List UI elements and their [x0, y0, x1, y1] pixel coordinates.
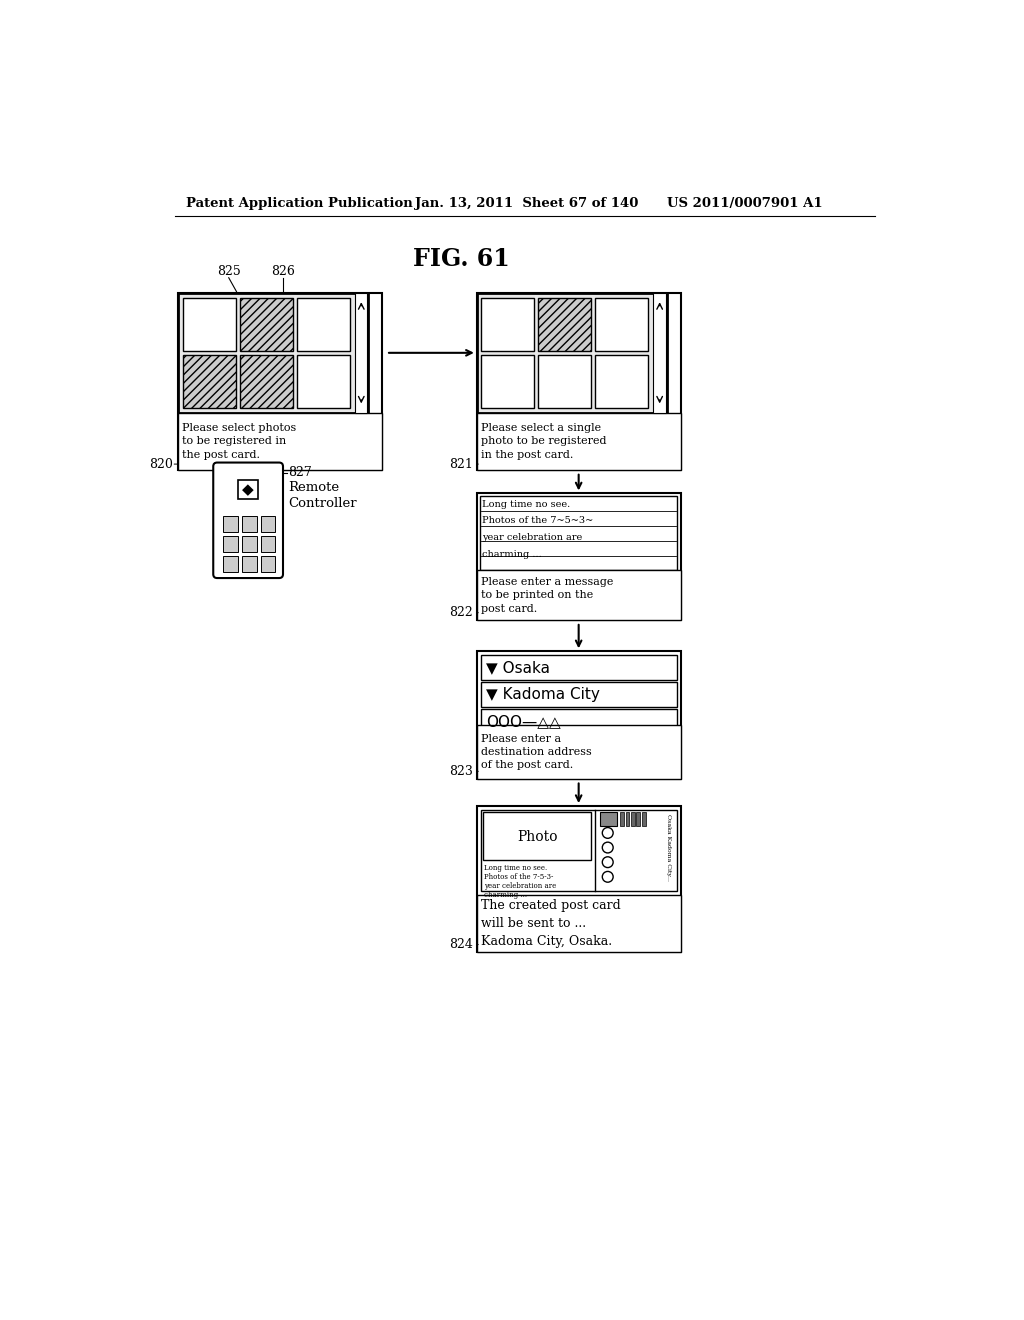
Bar [481, 298, 535, 351]
Text: Jan. 13, 2011  Sheet 67 of 140: Jan. 13, 2011 Sheet 67 of 140 [415, 197, 638, 210]
Bar [178, 293, 382, 470]
Bar [480, 810, 677, 891]
Bar [642, 812, 646, 826]
Bar [600, 812, 617, 826]
Bar [477, 725, 681, 779]
Bar [240, 355, 293, 408]
Bar [260, 536, 275, 552]
Bar [223, 516, 238, 532]
Bar [480, 709, 677, 734]
Bar [477, 412, 681, 470]
Text: Patent Application Publication: Patent Application Publication [186, 197, 413, 210]
Text: Osaka Kadoma City...: Osaka Kadoma City... [666, 813, 671, 880]
Bar [178, 293, 369, 413]
Bar [355, 293, 368, 413]
Bar [631, 812, 635, 826]
Bar [481, 355, 535, 408]
Text: Photo: Photo [517, 830, 557, 843]
Text: 827: 827 [289, 466, 312, 479]
Text: FIG. 61: FIG. 61 [413, 247, 510, 271]
Bar [178, 412, 382, 470]
Bar [539, 355, 591, 408]
Bar [242, 557, 257, 572]
Bar [480, 655, 677, 680]
Text: US 2011/0007901 A1: US 2011/0007901 A1 [667, 197, 822, 210]
Bar [242, 516, 257, 532]
Text: 822: 822 [450, 606, 473, 619]
Text: 820: 820 [150, 458, 173, 471]
Bar [260, 516, 275, 532]
Text: The created post card
will be sent to ...
Kadoma City, Osaka.: The created post card will be sent to ..… [480, 899, 621, 948]
Bar [297, 298, 349, 351]
Bar [240, 298, 293, 351]
Bar [621, 812, 624, 826]
Bar [477, 570, 681, 620]
Text: 825: 825 [217, 265, 241, 279]
Bar [477, 651, 681, 779]
Bar [242, 536, 257, 552]
Bar [653, 293, 666, 413]
Bar [477, 293, 667, 413]
Text: Please select photos
to be registered in
the post card.: Please select photos to be registered in… [182, 424, 297, 459]
Bar [595, 355, 648, 408]
Text: Controller: Controller [289, 496, 357, 510]
Bar [477, 494, 681, 620]
Text: Please enter a message
to be printed on the
post card.: Please enter a message to be printed on … [480, 577, 613, 614]
Bar [297, 355, 349, 408]
Text: 824: 824 [449, 939, 473, 952]
Text: ▼ Osaka: ▼ Osaka [486, 660, 550, 675]
Text: Photos of the 7~5~3~: Photos of the 7~5~3~ [482, 516, 594, 525]
Text: 823: 823 [449, 764, 473, 777]
Text: Remote: Remote [289, 482, 340, 495]
Bar [483, 812, 592, 859]
Bar [595, 298, 648, 351]
Bar [183, 355, 236, 408]
Bar [626, 812, 630, 826]
Bar [183, 298, 236, 351]
Bar [480, 682, 677, 706]
Text: OOO—△△: OOO—△△ [486, 714, 561, 729]
Bar [539, 298, 591, 351]
Bar [477, 807, 681, 952]
Text: Long time no see.
Photos of the 7-5-3-
year celebration are
charming ...: Long time no see. Photos of the 7-5-3- y… [484, 863, 557, 899]
Text: Please select a single
photo to be registered
in the post card.: Please select a single photo to be regis… [480, 424, 606, 459]
Bar [260, 557, 275, 572]
Text: ▼ Kadoma City: ▼ Kadoma City [486, 686, 600, 702]
Text: year celebration are: year celebration are [482, 533, 583, 543]
Bar [636, 812, 640, 826]
Text: Long time no see.: Long time no see. [482, 499, 570, 508]
Bar [477, 293, 681, 470]
FancyBboxPatch shape [213, 462, 283, 578]
Text: ◆: ◆ [243, 482, 254, 498]
Bar [480, 496, 678, 570]
Text: 821: 821 [449, 458, 473, 471]
Text: charming ...: charming ... [482, 550, 542, 560]
Bar [223, 557, 238, 572]
Bar [477, 895, 681, 952]
Text: 826: 826 [271, 265, 295, 279]
Bar [223, 536, 238, 552]
Text: Please enter a
destination address
of the post card.: Please enter a destination address of th… [480, 734, 592, 771]
